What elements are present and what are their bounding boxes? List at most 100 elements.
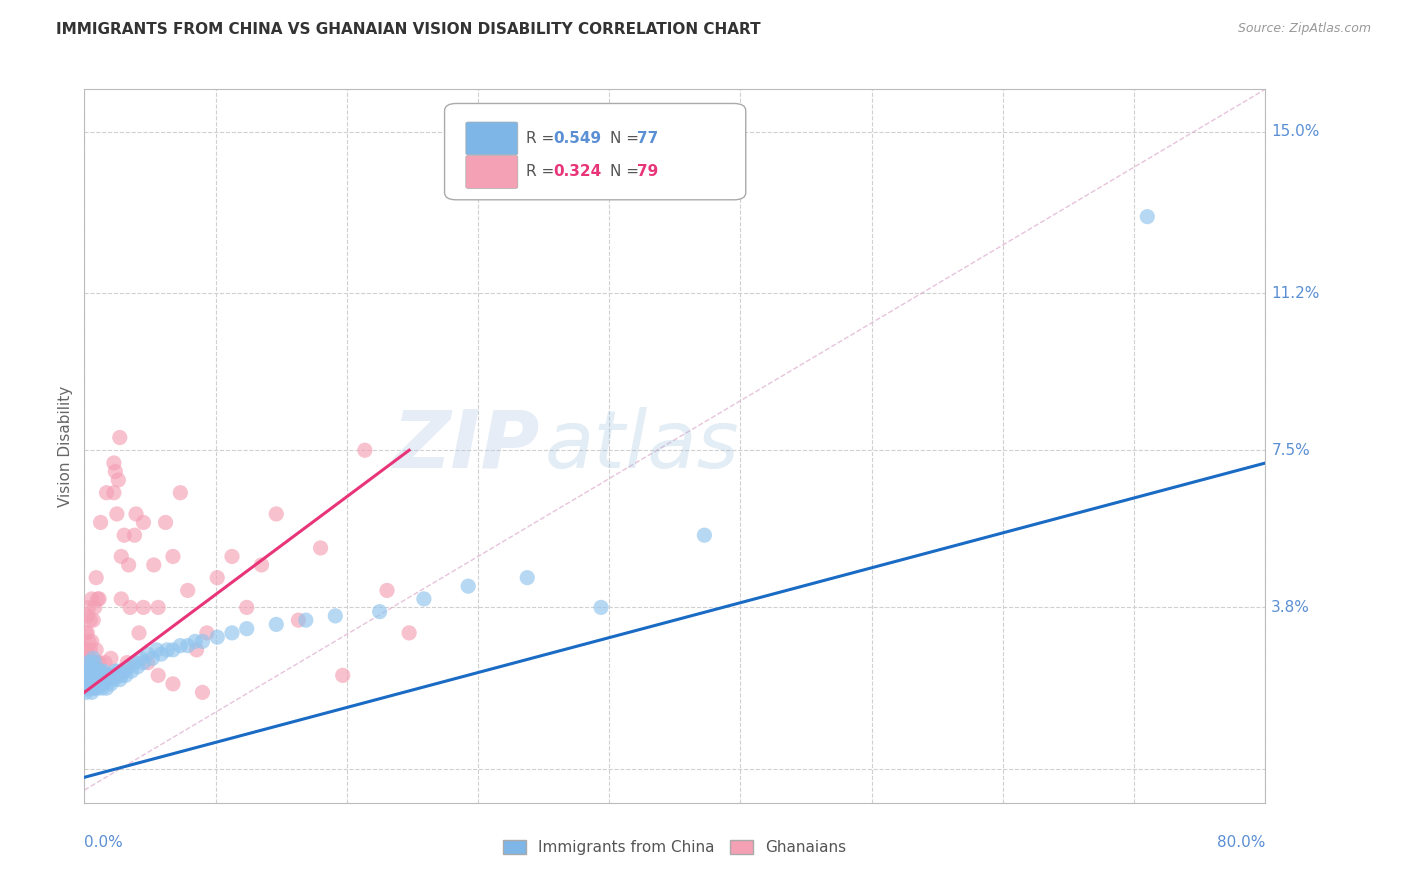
Text: 77: 77 [637,131,658,146]
Point [94,673,117,687]
Point [177,583,200,598]
Point [121,664,143,678]
Point [75,668,97,682]
Point [77,600,100,615]
Point [128,626,150,640]
Point [516,571,538,585]
Point [120,600,142,615]
Point [87,656,111,670]
Point [75,656,97,670]
Point [86,681,108,695]
Text: R =: R = [526,164,560,179]
Point [162,677,184,691]
Point [287,613,309,627]
Point [84,664,107,678]
Point [82,673,104,687]
Point [264,617,288,632]
Point [118,558,141,572]
Legend: Immigrants from China, Ghanaians: Immigrants from China, Ghanaians [496,832,853,863]
Point [101,668,124,682]
Text: 79: 79 [637,164,658,179]
Text: 7.5%: 7.5% [1271,442,1310,458]
Point [108,430,131,444]
Y-axis label: Vision Disability: Vision Disability [58,385,73,507]
Text: Source: ZipAtlas.com: Source: ZipAtlas.com [1237,22,1371,36]
Point [368,605,391,619]
Point [155,516,177,530]
Point [105,668,128,682]
Point [124,656,146,670]
Point [148,668,170,682]
Point [100,651,122,665]
Point [205,571,228,585]
Point [93,677,115,691]
Point [398,626,420,640]
Point [87,677,111,691]
FancyBboxPatch shape [465,122,517,155]
Point [93,664,115,678]
Point [82,651,104,665]
Point [114,668,136,682]
Point [235,622,259,636]
Point [77,668,100,682]
Point [75,685,97,699]
Point [156,643,179,657]
Point [83,600,105,615]
Point [77,668,100,682]
Point [129,651,152,665]
Point [77,634,100,648]
Point [77,656,100,670]
Point [91,668,114,682]
Point [150,647,173,661]
Point [96,668,118,682]
Point [112,664,135,678]
Point [86,656,108,670]
Point [264,507,288,521]
Point [136,647,159,661]
Point [83,668,105,682]
Point [132,656,155,670]
Point [79,681,101,695]
Point [110,591,132,606]
Point [76,664,98,678]
Text: 0.0%: 0.0% [84,835,124,850]
Text: 0.549: 0.549 [553,131,602,146]
Point [76,681,98,695]
Point [82,656,104,670]
Point [80,660,103,674]
Point [87,591,111,606]
Point [103,456,125,470]
Point [195,626,218,640]
Point [84,571,107,585]
Point [90,516,112,530]
Point [75,626,97,640]
Point [75,668,97,682]
Point [80,634,103,648]
Point [87,664,111,678]
Text: 80.0%: 80.0% [1218,835,1265,850]
Point [90,677,112,691]
Point [104,465,127,479]
Point [125,507,148,521]
Point [79,613,101,627]
Point [82,664,104,678]
Point [591,600,613,615]
Point [110,668,132,682]
Point [76,677,98,691]
Point [79,643,101,657]
Point [205,630,228,644]
Point [83,681,105,695]
Point [136,656,159,670]
Point [94,656,117,670]
Point [77,677,100,691]
Text: 0.324: 0.324 [553,164,602,179]
Point [169,485,191,500]
Point [84,643,107,657]
Point [91,681,114,695]
Point [86,668,108,682]
Point [148,600,170,615]
Point [97,668,120,682]
Point [80,685,103,699]
Point [354,443,377,458]
Point [75,643,97,657]
